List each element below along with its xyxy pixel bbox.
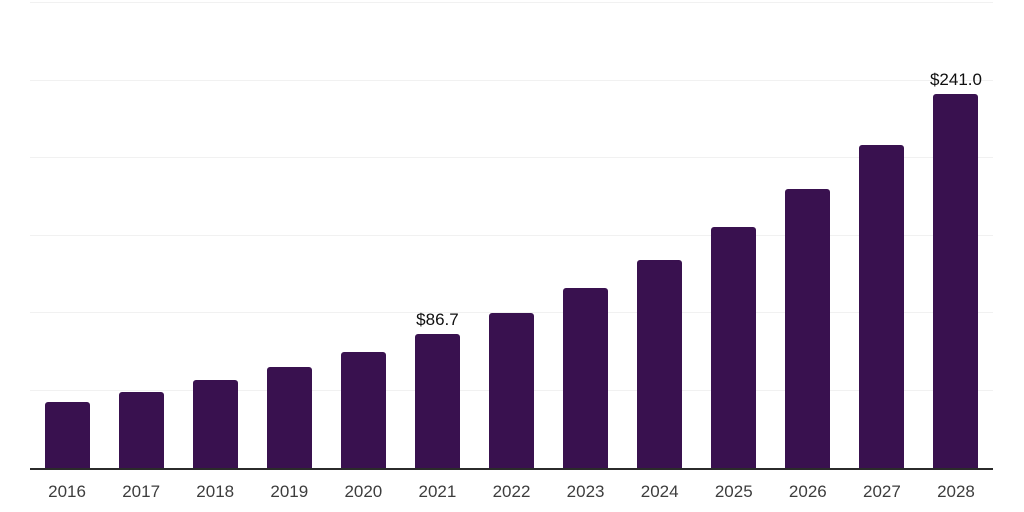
x-tick-label-2026: 2026 [788, 482, 827, 501]
bar-slot-2022 [474, 3, 548, 468]
bar-slot-2020 [326, 3, 400, 468]
gridline-250 [30, 79, 993, 81]
bar-2020 [340, 351, 386, 468]
bar-slot-2019 [252, 3, 326, 468]
x-tick-label-2018: 2018 [196, 482, 235, 501]
gridline-200 [30, 157, 993, 159]
x-tick-label-2023: 2023 [566, 482, 605, 501]
bar-2022 [489, 312, 534, 468]
bar-2024 [637, 259, 683, 468]
bar-slot-2025 [697, 3, 771, 468]
bar-slot-2024 [623, 3, 697, 468]
bars: $86.7 $241.0 [30, 3, 993, 468]
gridline-150 [30, 234, 993, 236]
bar-2027 [859, 144, 905, 468]
bar-2016 [44, 402, 90, 468]
data-label-2028: $241.0 [929, 70, 982, 90]
bar-2028 [933, 94, 979, 468]
bar-2018 [192, 380, 238, 468]
x-axis: 2016 2017 2018 2019 2020 2021 2022 2023 2024 2025… [30, 482, 993, 502]
bar-slot-2023 [549, 3, 623, 468]
bar-2019 [266, 367, 312, 468]
x-tick-label-2016: 2016 [48, 482, 86, 501]
bar-slot-2028: $241.0 [919, 3, 993, 468]
bar-slot-2026 [771, 3, 845, 468]
x-tick-label-2021: 2021 [418, 482, 457, 501]
data-label-2021: $86.7 [416, 309, 459, 329]
x-tick-label-2022: 2022 [492, 482, 531, 501]
x-tick-label-2025: 2025 [714, 482, 753, 501]
gridline-100 [30, 312, 993, 314]
x-tick-label-2027: 2027 [862, 482, 901, 501]
bar-slot-2027 [845, 3, 919, 468]
bar-slot-2018 [178, 3, 252, 468]
bar-2017 [118, 392, 164, 468]
bar-2026 [785, 188, 831, 468]
plot-area: $86.7 $241.0 [30, 2, 993, 470]
bar-2023 [563, 288, 609, 468]
x-tick-label-2020: 2020 [344, 482, 383, 501]
x-tick-label-2017: 2017 [122, 482, 161, 501]
x-tick-label-2019: 2019 [270, 482, 309, 501]
gridline-300 [30, 2, 993, 3]
bar-slot-2021: $86.7 [400, 3, 474, 468]
x-tick-label-2028: 2028 [937, 482, 975, 501]
bar-2021 [414, 333, 460, 468]
x-tick-label-2024: 2024 [640, 482, 679, 501]
bar-slot-2016 [30, 3, 104, 468]
bar-slot-2017 [104, 3, 178, 468]
bar-2025 [711, 227, 757, 468]
